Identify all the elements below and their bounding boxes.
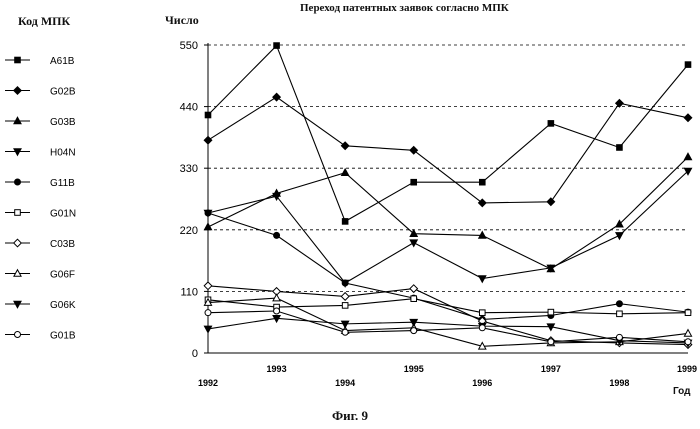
x-tick-label: 1998 <box>609 378 629 388</box>
data-point-g01n <box>685 310 691 316</box>
data-point-g01n <box>411 296 417 302</box>
data-point-g06k <box>342 321 349 328</box>
data-point-g01b <box>616 334 622 340</box>
data-point-g03b <box>684 153 691 160</box>
data-point-a61b <box>685 62 691 68</box>
data-point-c03b <box>204 282 212 290</box>
y-tick-label: 440 <box>180 102 198 114</box>
data-point-g01b <box>342 329 348 335</box>
data-point-g06f <box>684 330 691 337</box>
data-point-g03b <box>342 169 349 176</box>
data-point-c03b <box>341 293 349 301</box>
data-point-g02b <box>684 114 692 122</box>
data-point-g02b <box>341 142 349 150</box>
data-point-g01b <box>411 328 417 334</box>
data-point-a61b <box>274 43 280 49</box>
legend-label-g06k: G06K <box>50 300 76 311</box>
data-point-a61b <box>548 121 554 127</box>
data-point-h04n <box>616 233 623 240</box>
data-point-g03b <box>204 223 211 230</box>
data-point-g11b <box>274 232 280 238</box>
legend-marker-c03b <box>14 239 22 247</box>
data-point-g11b <box>342 280 348 286</box>
legend-label-c03b: C03B <box>50 239 75 250</box>
data-point-a61b <box>617 145 623 151</box>
series-line-g03b <box>208 157 688 269</box>
y-tick-label: 550 <box>180 40 198 52</box>
y-tick-label: 330 <box>180 163 198 175</box>
legend-marker-a61b <box>15 57 21 63</box>
data-point-h04n <box>479 276 486 283</box>
data-point-g01n <box>479 310 485 316</box>
legend-label-g01b: G01B <box>50 331 76 342</box>
x-tick-label: 1995 <box>404 364 424 374</box>
legend-label-g06f: G06F <box>50 270 75 281</box>
data-point-g01b <box>548 339 554 345</box>
data-point-a61b <box>342 219 348 225</box>
data-point-g06f <box>273 294 280 301</box>
data-point-h04n <box>410 240 417 247</box>
x-tick-label: 1997 <box>541 364 561 374</box>
legend-label-g01n: G01N <box>50 209 76 220</box>
x-tick-label: 1996 <box>472 378 492 388</box>
data-point-a61b <box>205 112 211 118</box>
y-tick-label: 220 <box>180 225 198 237</box>
figure-caption: Фиг. 9 <box>0 408 700 424</box>
data-point-g01b <box>685 339 691 345</box>
data-point-g02b <box>547 198 555 206</box>
data-point-c03b <box>410 285 418 293</box>
y-tick-label: 110 <box>180 286 198 298</box>
x-tick-label: 1992 <box>198 378 218 388</box>
data-point-g01b <box>479 325 485 331</box>
legend-label-a61b: A61B <box>50 56 75 67</box>
legend-label-h04n: H04N <box>50 148 76 159</box>
legend-label-g11b: G11B <box>50 178 75 189</box>
x-tick-label: 1993 <box>267 364 287 374</box>
legend-marker-g02b <box>14 87 22 95</box>
legend-marker-g01b <box>15 332 21 338</box>
data-point-g11b <box>616 301 622 307</box>
legend-label-g02b: G02B <box>50 87 76 98</box>
data-point-g01n <box>342 303 348 309</box>
x-tick-label: 1994 <box>335 378 355 388</box>
series-line-g02b <box>208 97 688 203</box>
y-tick-label: 0 <box>192 348 198 360</box>
data-point-g06k <box>204 326 211 333</box>
legend-label-g03b: G03B <box>50 117 76 128</box>
x-tick-label: 1999 <box>677 364 697 374</box>
data-point-g01n <box>617 311 623 317</box>
data-point-g02b <box>616 99 624 107</box>
legend-marker-g11b <box>15 179 21 185</box>
data-point-g02b <box>204 136 212 144</box>
data-point-g11b <box>205 210 211 216</box>
data-point-g01b <box>205 310 211 316</box>
data-point-a61b <box>411 179 417 185</box>
data-point-g02b <box>273 93 281 101</box>
legend-marker-g01n <box>15 210 21 216</box>
data-point-g01b <box>274 308 280 314</box>
data-point-g01n <box>548 309 554 315</box>
data-point-a61b <box>479 179 485 185</box>
